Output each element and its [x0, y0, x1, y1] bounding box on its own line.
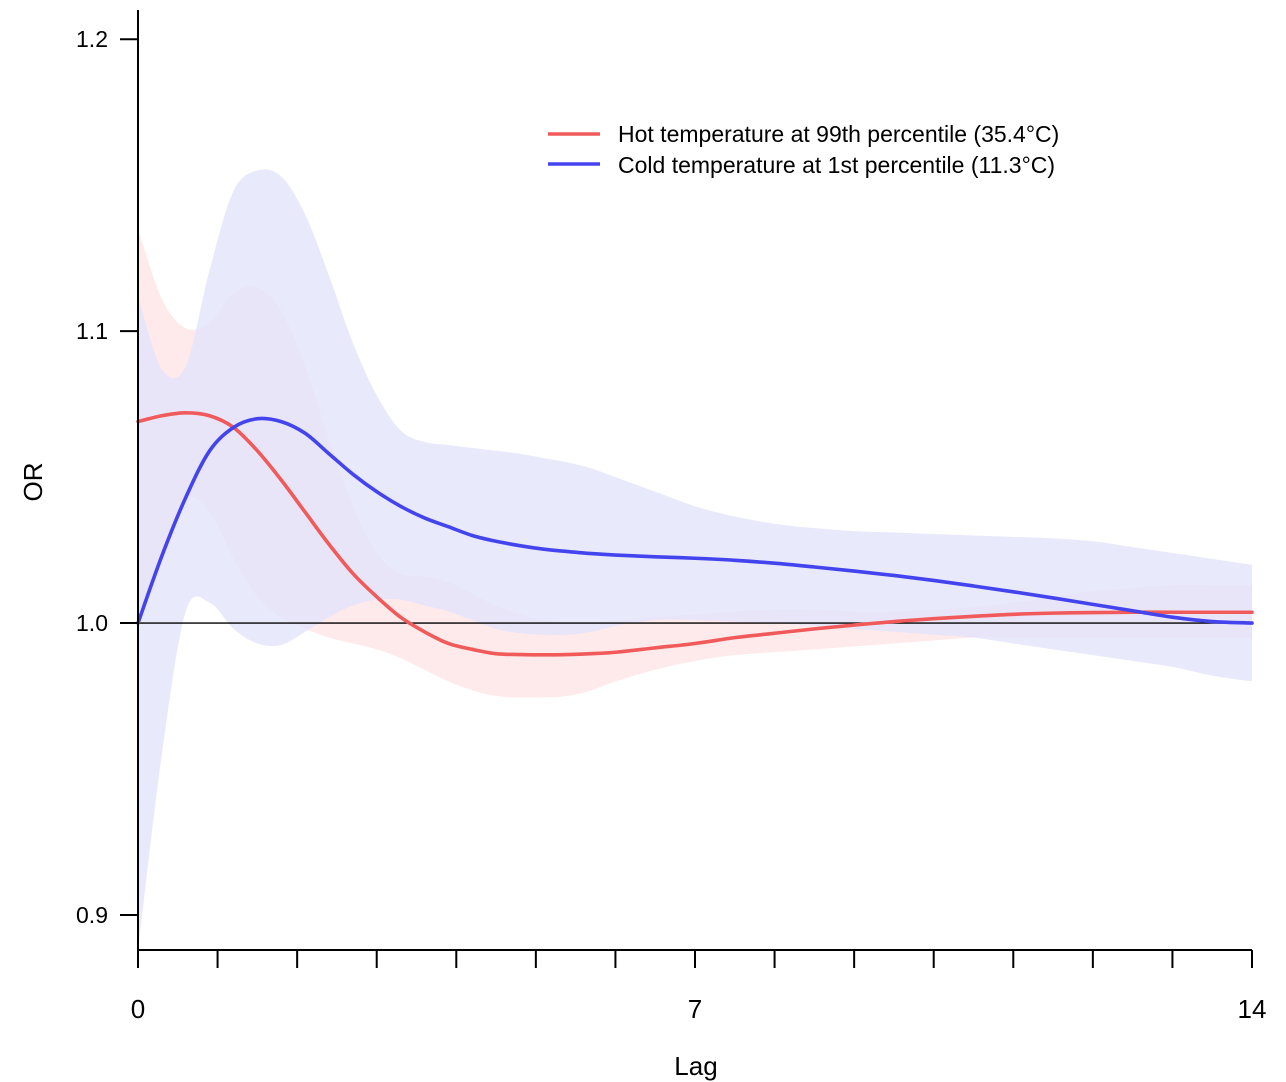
x-tick-label: 0	[131, 994, 145, 1024]
series-lines	[136, 411, 1254, 657]
y-tick-label: 0.9	[76, 902, 108, 928]
x-axis-label: Lag	[674, 1051, 717, 1081]
hot-series-line	[136, 411, 1254, 657]
legend-label-cold: Cold temperature at 1st percentile (11.3…	[618, 152, 1055, 178]
x-tick-label: 14	[1238, 994, 1267, 1024]
x-tick-label: 7	[688, 994, 702, 1024]
y-tick-label: 1.2	[76, 26, 108, 52]
legend-label-hot: Hot temperature at 99th percentile (35.4…	[618, 121, 1059, 147]
axes: 0.9 1.0 1.1 1.2 0 7 14	[76, 10, 1266, 1024]
y-tick-label: 1.1	[76, 318, 108, 344]
y-axis-label: OR	[18, 463, 48, 502]
cold-series-line	[136, 416, 1254, 625]
legend: Hot temperature at 99th percentile (35.4…	[548, 121, 1059, 178]
y-tick-label: 1.0	[76, 610, 108, 636]
